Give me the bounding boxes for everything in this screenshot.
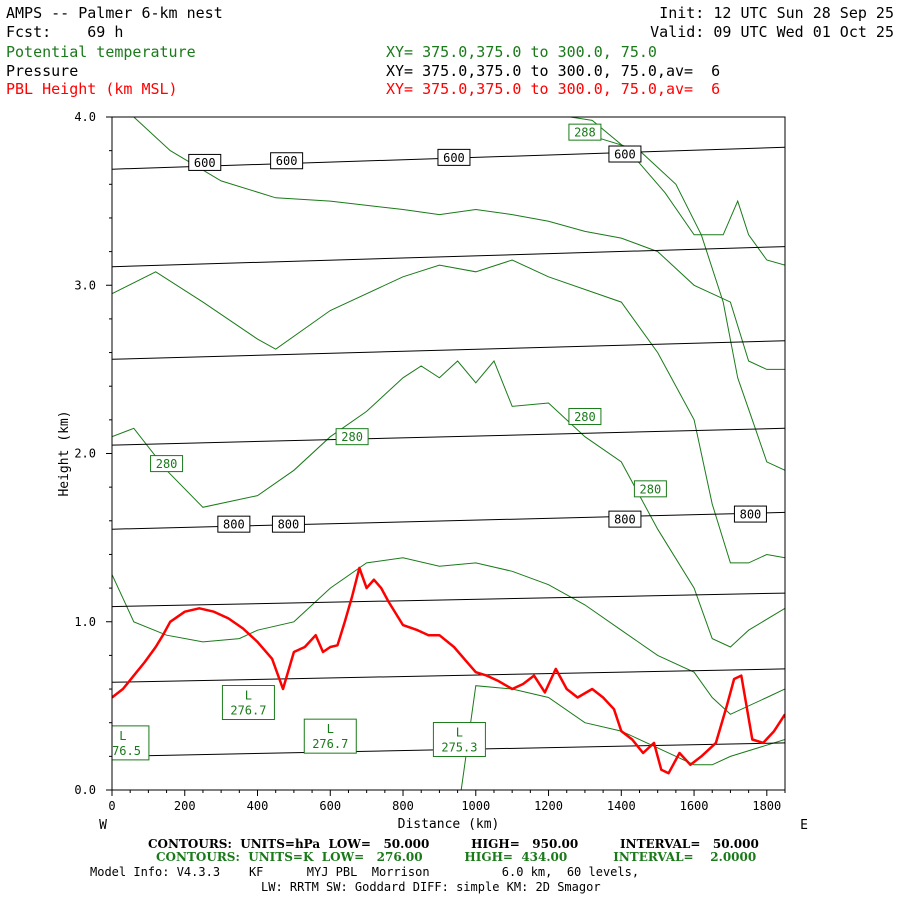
y-tick-label: 1.0	[74, 615, 96, 629]
pressure-contour-label: 600	[276, 154, 298, 168]
theta-contour-line	[112, 259, 785, 564]
pressure-isobar-line	[112, 246, 785, 268]
theta-low-box	[221, 685, 275, 721]
theta-low-symbol: L	[119, 729, 126, 743]
theta-contour-line	[112, 557, 785, 715]
y-tick-label: 4.0	[74, 110, 96, 124]
theta-low-symbol: L	[456, 726, 463, 740]
x-tick-label: 1000	[461, 799, 490, 813]
pressure-contour-label-box	[733, 505, 767, 523]
pressure-contour-label-box	[188, 153, 222, 171]
theta-contour-label: 280	[640, 482, 662, 496]
pressure-contour-label-box	[608, 510, 642, 528]
y-tick-label: 3.0	[74, 278, 96, 292]
y-tick-label: 0.0	[74, 783, 96, 797]
theta-contours-layer	[112, 117, 785, 790]
footer-pressure-contours: CONTOURS: UNITS=hPa LOW= 50.000 HIGH= 95…	[148, 837, 759, 851]
x-tick-label: 200	[174, 799, 196, 813]
x-tick-label: 0	[108, 799, 115, 813]
theta-contour-label-box	[335, 428, 369, 446]
legend-potential-temperature: Potential temperature	[6, 43, 196, 61]
contour-labels-layer: 600 600 600 600 800 800 800 800 288 280 280 280 280 L…	[105, 123, 767, 761]
y-axis-title: Height (km)	[57, 410, 72, 496]
theta-contour-label: 288	[574, 126, 596, 140]
theta-contour-line	[460, 685, 785, 790]
pressure-isobars-layer	[112, 146, 785, 757]
pressure-contour-label: 600	[194, 156, 216, 170]
theta-contour-line	[112, 360, 785, 648]
footer-theta-contours: CONTOURS: UNITS=K LOW= 276.00 HIGH= 434.…	[156, 850, 757, 864]
theta-contour-label-box	[568, 407, 602, 425]
pressure-isobar-line	[112, 340, 785, 360]
pressure-contour-label: 600	[614, 148, 636, 162]
theta-contour-label: 280	[156, 457, 178, 471]
theta-contour-label: 280	[341, 430, 363, 444]
pressure-isobar-line	[112, 668, 785, 683]
theta-low-value: 275.3	[441, 741, 477, 755]
header-valid-time: Valid: 09 UTC Wed 01 Oct 25	[650, 23, 894, 41]
footer-physics-info: LW: RRTM SW: Goddard DIFF: simple KM: 2D…	[261, 880, 601, 894]
theta-low-box	[432, 722, 486, 758]
cross-section-chart: 600 600 600 600 800 800 800 800 288 280 280 280 280 L…	[57, 110, 808, 833]
legend-pressure: Pressure	[6, 62, 79, 80]
pressure-contour-label-box	[608, 145, 642, 163]
pbl-height-layer	[112, 566, 785, 775]
theta-low-value: 276.7	[230, 704, 266, 718]
theta-low-symbol: L	[327, 722, 334, 736]
header-init-time: Init: 12 UTC Sun 28 Sep 25	[659, 4, 894, 22]
pressure-contour-label-box	[217, 515, 251, 533]
xsection-coords-pbl: XY= 375.0,375.0 to 300.0, 75.0,av= 6	[386, 80, 721, 98]
theta-contour-label: 280	[574, 410, 596, 424]
xsection-coords-theta: XY= 375.0,375.0 to 300.0, 75.0	[386, 43, 657, 61]
footer-model-info: Model Info: V4.3.3 KF MYJ PBL Morrison 6…	[90, 865, 640, 879]
xsection-coords-pressure: XY= 375.0,375.0 to 300.0, 75.0,av= 6	[386, 62, 721, 80]
pbl-height-line	[112, 566, 785, 775]
pressure-contour-label: 800	[278, 518, 300, 532]
pressure-isobar-line	[112, 511, 785, 530]
legend-pbl-height: PBL Height (km MSL)	[6, 80, 178, 98]
theta-low-symbol: L	[245, 689, 252, 703]
x-axis-west-label: W	[99, 818, 107, 833]
x-tick-label: 400	[247, 799, 269, 813]
x-axis-title: Distance (km)	[398, 817, 500, 832]
x-tick-label: 1600	[680, 799, 709, 813]
pressure-contour-label: 800	[614, 513, 636, 527]
x-tick-label: 1200	[534, 799, 563, 813]
theta-contour-line	[133, 117, 785, 370]
pressure-contour-label: 600	[443, 151, 465, 165]
x-tick-label: 1400	[607, 799, 636, 813]
theta-low-value: 276.7	[312, 737, 348, 751]
theta-low-box	[303, 718, 357, 754]
axes-layer: 0 200 400 600 800 1000 1200 1400 1600 1800 0.0 1.0 2…	[57, 110, 808, 833]
pressure-isobar-line	[112, 427, 785, 446]
x-tick-label: 600	[319, 799, 341, 813]
pressure-contour-label-box	[271, 515, 305, 533]
pressure-contour-label: 800	[223, 518, 245, 532]
theta-contour-label-box	[568, 123, 602, 141]
theta-low-value: 276.5	[105, 744, 141, 758]
pressure-contour-label: 800	[740, 508, 762, 522]
theta-contour-label-box	[633, 480, 667, 498]
theta-contour-label-box	[150, 455, 184, 473]
y-tick-label: 2.0	[74, 447, 96, 461]
x-axis-east-label: E	[800, 818, 808, 833]
header-title: AMPS -- Palmer 6-km nest	[6, 4, 223, 22]
pressure-contour-label-box	[270, 152, 304, 170]
plot-frame	[111, 116, 786, 791]
pressure-contour-label-box	[437, 148, 471, 166]
header-forecast-hour: Fcst: 69 h	[6, 23, 124, 41]
x-tick-label: 1800	[752, 799, 781, 813]
theta-contour-line	[584, 133, 785, 471]
theta-low-box	[112, 725, 150, 761]
pressure-isobar-line	[112, 592, 785, 608]
x-tick-label: 800	[392, 799, 414, 813]
